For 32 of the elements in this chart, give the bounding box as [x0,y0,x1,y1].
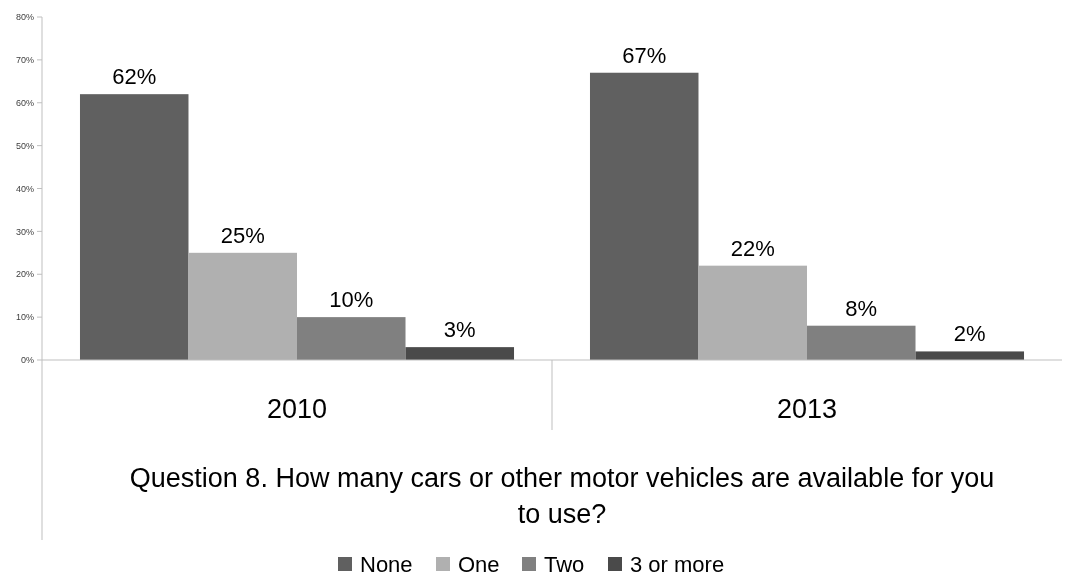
data-label: 3% [443,317,476,343]
y-tick-label: 50% [15,140,34,151]
x-tick-label: 2013 [776,394,838,424]
bar [915,351,1025,360]
bar [79,94,189,360]
y-tick-label: 60% [15,97,34,108]
data-label: 8% [845,295,878,321]
legend-label: 3 or more [630,552,725,577]
legend-label: Two [544,552,585,577]
x-tick-label: 2010 [266,394,328,424]
y-tick-label: 40% [15,183,34,194]
data-label: 10% [329,287,374,313]
bar [589,72,699,360]
legend-label: One [458,552,500,577]
y-tick-label: 30% [15,226,34,237]
data-label: 22% [730,235,775,261]
bar [807,325,916,360]
y-tick-label: 70% [15,55,34,66]
bar [188,252,297,360]
legend-label: None [360,552,413,577]
bar [297,317,406,360]
y-tick-label: 10% [15,312,34,323]
data-label: 25% [220,222,265,248]
bar [405,347,515,360]
y-tick-label: 0% [20,355,34,366]
data-label: 62% [112,64,157,90]
y-tick-label: 20% [15,269,34,280]
data-label: 2% [953,321,986,347]
y-tick-label: 80% [15,12,34,23]
bar [698,265,807,360]
data-label: 67% [622,42,667,68]
x-axis-title: Question 8. How many cars or other motor vehicles are available for you to use? [129,463,995,529]
